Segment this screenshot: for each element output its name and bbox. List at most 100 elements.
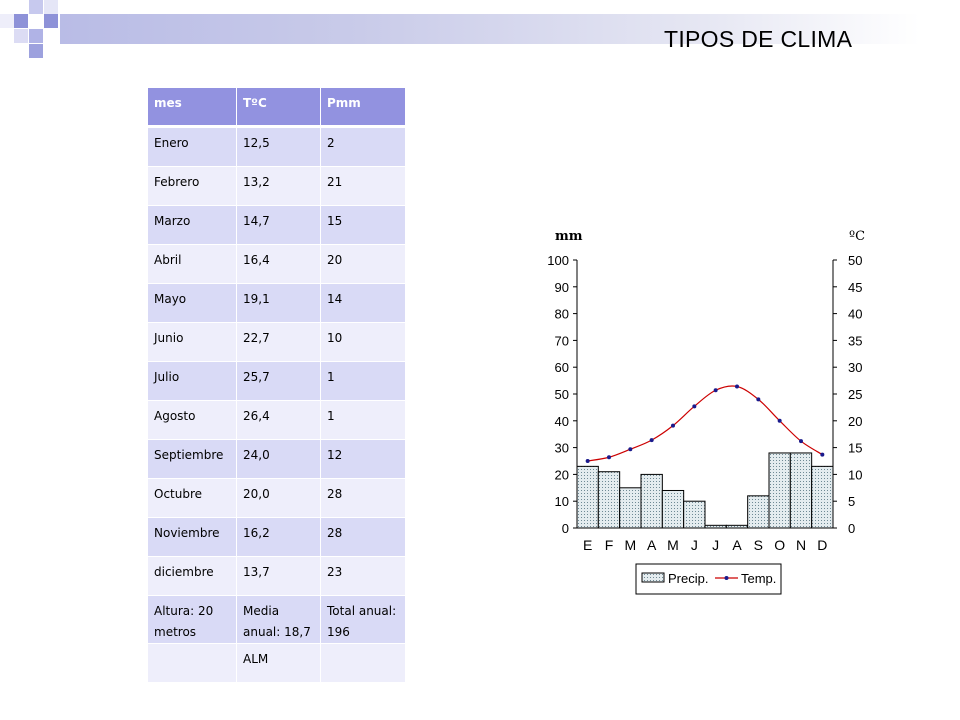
y-axis-label: mm — [555, 229, 583, 244]
table-row: Junio 22,7 10 — [148, 322, 406, 362]
temp-line — [587, 385, 823, 462]
precip-bar — [640, 473, 663, 529]
legend-temp-label: Temp. — [741, 571, 776, 586]
table-row: Mayo 19,1 14 — [148, 283, 406, 323]
cell-temperature: Media anual: 18,7 — [236, 595, 321, 644]
climate-data-table: mes TºC Pmm Enero 12,5 2 Febrero 13,2 21 Marzo… — [148, 88, 406, 683]
cell-temperature: 14,7 — [236, 205, 321, 245]
table-row: diciembre 13,7 23 — [148, 556, 406, 596]
y-tick-label: 0 — [562, 521, 569, 536]
precip-bar — [597, 471, 621, 529]
legend-precip-label: Precip. — [668, 571, 708, 586]
table-row: Agosto 26,4 1 — [148, 400, 406, 440]
x-tick-label: S — [754, 537, 763, 553]
table-header-row: mes TºC Pmm — [148, 88, 406, 128]
x-tick-label: D — [817, 537, 827, 553]
y2-tick-label: 50 — [848, 253, 862, 268]
cell-month: Noviembre — [148, 517, 237, 557]
y2-axis-label: ºC — [849, 229, 865, 244]
precip-bar — [789, 452, 813, 529]
cell-temperature: 13,2 — [236, 166, 321, 206]
precip-bar — [619, 487, 642, 529]
y-tick-label: 80 — [555, 307, 569, 322]
temp-point — [692, 404, 697, 409]
cell-month: Julio — [148, 361, 237, 401]
cell-month: Mayo — [148, 283, 237, 323]
cell-precipitation: 14 — [320, 283, 406, 323]
cell-temperature: 20,0 — [236, 478, 321, 518]
y-tick-label: 90 — [555, 280, 569, 295]
plot-area: 0 10 20 30 40 50 60 70 80 90 100 0 5 10 15 20 25 30 35 40 45… — [547, 253, 862, 553]
x-tick-label: A — [647, 537, 657, 553]
header-temperature: TºC — [236, 88, 321, 128]
title-banner — [60, 14, 920, 44]
cell-precipitation: 2 — [320, 126, 406, 167]
temp-point — [649, 438, 654, 443]
y2-tick-label: 30 — [848, 360, 862, 375]
temp-point — [799, 439, 803, 444]
cell-month: Enero — [148, 126, 237, 167]
y2-tick-label: 15 — [848, 441, 862, 456]
header-precipitation: Pmm — [320, 88, 406, 128]
x-tick-label: F — [605, 537, 614, 553]
y-tick-label: 60 — [555, 360, 569, 375]
x-tick-label: J — [712, 537, 719, 553]
temp-point — [820, 452, 825, 457]
cell-precipitation: 21 — [320, 166, 406, 206]
table-row: Noviembre 16,2 28 — [148, 517, 406, 557]
temp-point — [585, 459, 590, 463]
temp-point — [607, 455, 611, 460]
temp-point — [756, 397, 761, 402]
y2-tick-label: 25 — [848, 387, 862, 402]
cell-precipitation: 28 — [320, 478, 406, 518]
y-tick-label: 30 — [555, 441, 569, 456]
cell-month: Abril — [148, 244, 237, 284]
cell-temperature: ALM — [236, 643, 321, 683]
y2-tick-label: 0 — [848, 521, 855, 536]
cell-temperature: 24,0 — [236, 439, 321, 479]
cell-month — [148, 643, 237, 683]
legend-temp-marker — [724, 576, 729, 580]
cell-temperature: 19,1 — [236, 283, 321, 323]
temp-point — [735, 384, 739, 389]
cell-month: Altura: 20 metros — [148, 595, 237, 644]
precip-bar — [747, 495, 770, 529]
cell-temperature: 25,7 — [236, 361, 321, 401]
cell-precipitation: 15 — [320, 205, 406, 245]
cell-temperature: 22,7 — [236, 322, 321, 362]
table-row: Octubre 20,0 28 — [148, 478, 406, 518]
table-row: Altura: 20 metros Media anual: 18,7 Total … — [148, 595, 406, 644]
temp-point — [713, 388, 718, 393]
y-tick-label: 40 — [555, 414, 569, 429]
cell-temperature: 26,4 — [236, 400, 321, 440]
y2-tick-label: 20 — [848, 414, 862, 429]
cell-month: Septiembre — [148, 439, 237, 479]
cell-month: Marzo — [148, 205, 237, 245]
cell-month: Junio — [148, 322, 237, 362]
x-tick-label: N — [796, 537, 806, 553]
cell-temperature: 13,7 — [236, 556, 321, 596]
legend: Precip. Temp. — [635, 563, 782, 595]
y-tick-label: 50 — [555, 387, 569, 402]
temp-point — [628, 447, 633, 452]
table-row: Marzo 14,7 15 — [148, 205, 406, 245]
climograph-chart: mm ºC 0 10 20 30 40 50 60 70 80 90 100 0 5 10 15 20 25 30… — [547, 229, 865, 595]
precip-bar — [661, 489, 685, 529]
temp-point — [671, 423, 675, 428]
y2-tick-label: 45 — [848, 280, 862, 295]
header-mes: mes — [148, 88, 237, 128]
page-title: TIPOS DE CLIMA — [664, 26, 853, 52]
cell-month: Octubre — [148, 478, 237, 518]
cell-temperature: 16,4 — [236, 244, 321, 284]
table-row: Febrero 13,2 21 — [148, 166, 406, 206]
legend-precip-swatch — [641, 572, 665, 583]
temp-point — [777, 418, 782, 423]
y2-tick-label: 5 — [848, 494, 855, 509]
cell-month: diciembre — [148, 556, 237, 596]
y2-tick-label: 35 — [848, 333, 862, 348]
precip-bar — [811, 465, 834, 529]
cell-precipitation — [320, 643, 406, 683]
x-tick-label: A — [732, 537, 742, 553]
table-row: Abril 16,4 20 — [148, 244, 406, 284]
x-tick-label: O — [774, 537, 785, 553]
